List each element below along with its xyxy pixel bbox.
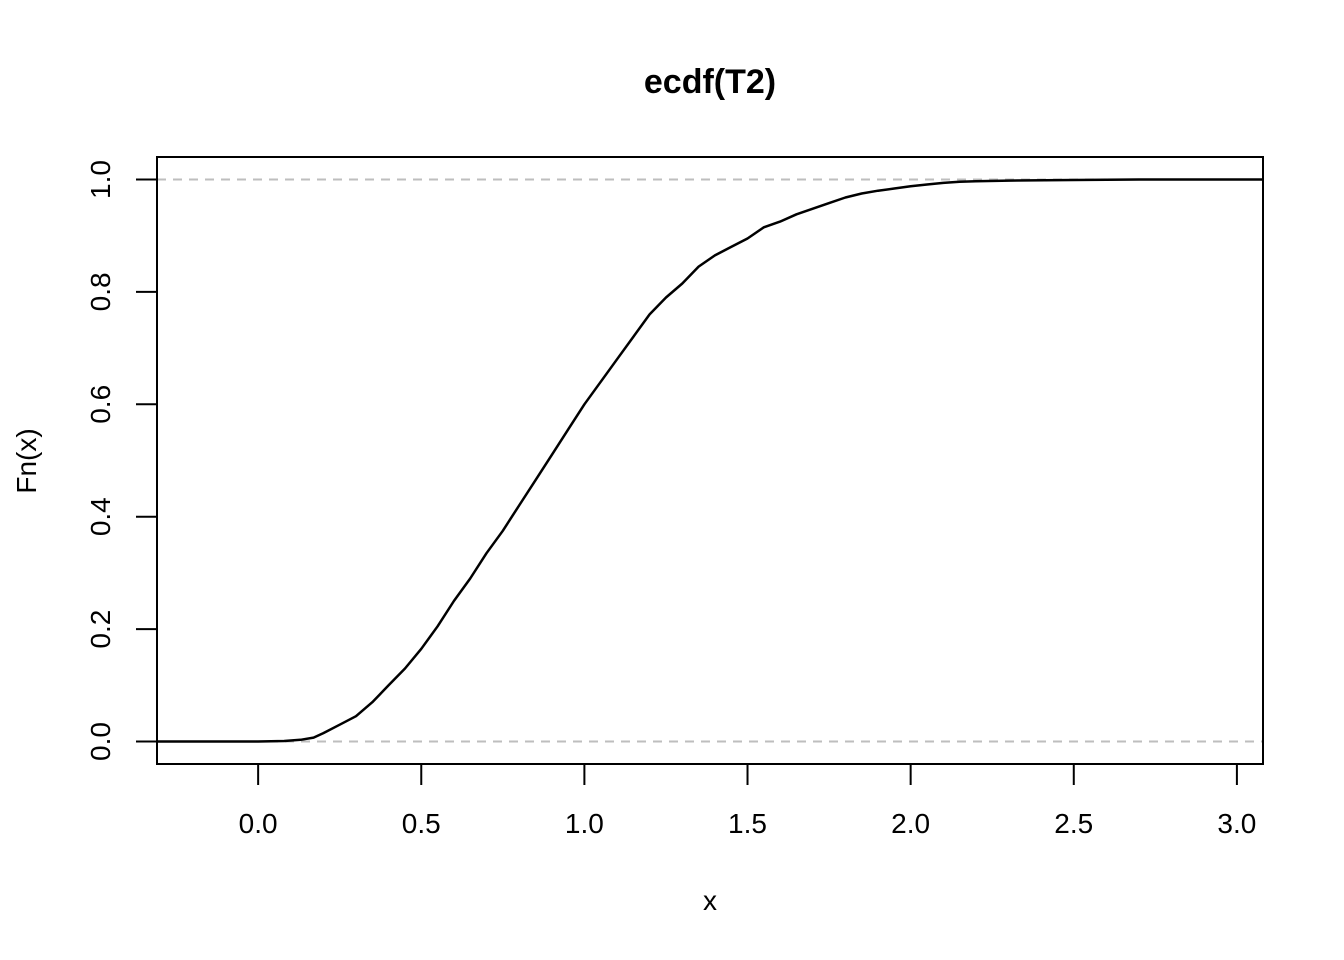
x-tick-label-2: 1.0 <box>565 808 604 839</box>
plot-frame <box>156 156 1264 765</box>
series-layer <box>157 178 1263 743</box>
y-tick-label-1: 0.2 <box>85 610 116 649</box>
y-tick-label-3: 0.6 <box>85 385 116 424</box>
x-tick-label-1: 0.5 <box>402 808 441 839</box>
reference-lines <box>157 178 1263 743</box>
x-axis-label: x <box>703 885 717 916</box>
y-axis: 0.0 0.2 0.4 0.6 0.8 1.0 <box>85 160 158 761</box>
y-tick-label-5: 1.0 <box>85 160 116 199</box>
y-tick-label-4: 0.8 <box>85 272 116 311</box>
x-tick-label-6: 3.0 <box>1217 808 1256 839</box>
y-tick-label-2: 0.4 <box>85 497 116 536</box>
ecdf-line-0 <box>157 178 1263 743</box>
x-tick-label-3: 1.5 <box>728 808 767 839</box>
chart-title: ecdf(T2) <box>644 63 776 101</box>
y-tick-label-0: 0.0 <box>85 722 116 761</box>
x-axis: 0.0 0.5 1.0 1.5 2.0 2.5 3.0 <box>239 763 1256 839</box>
x-tick-label-4: 2.0 <box>891 808 930 839</box>
x-tick-label-0: 0.0 <box>239 808 278 839</box>
y-axis-label: Fn(x) <box>11 428 42 493</box>
x-tick-label-5: 2.5 <box>1054 808 1093 839</box>
